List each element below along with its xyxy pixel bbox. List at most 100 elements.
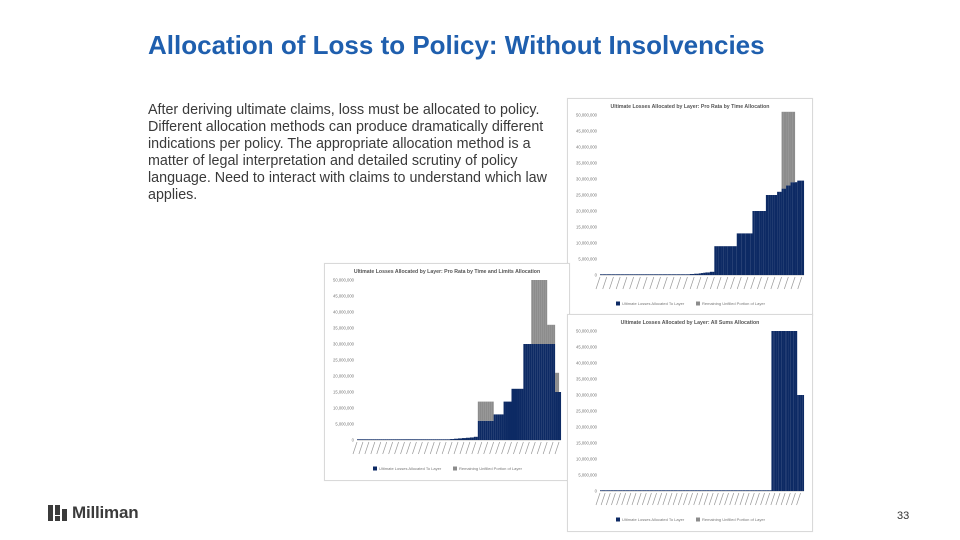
y-tick-label: 35,000,000 (576, 161, 598, 166)
bar-allocated (658, 490, 661, 491)
y-tick-label: 45,000,000 (576, 345, 598, 350)
bar-allocated (611, 274, 614, 275)
x-tick-label (736, 276, 742, 290)
y-tick-label: 15,000,000 (576, 441, 598, 446)
bar-allocated (744, 490, 746, 491)
bar-allocated (364, 439, 367, 440)
x-tick-label (703, 492, 709, 506)
slide-title: Allocation of Loss to Policy: Without In… (148, 30, 765, 60)
bar-allocated (631, 274, 634, 275)
x-tick-label (364, 441, 370, 455)
bar-remaining (543, 280, 546, 344)
x-tick-label (641, 492, 647, 506)
bar-allocated (604, 274, 607, 275)
bar-allocated (671, 274, 675, 275)
bar-allocated (410, 439, 413, 440)
bar-allocated (728, 490, 731, 491)
bar-allocated (622, 274, 625, 275)
bar-remaining (549, 324, 552, 344)
bar-allocated (658, 274, 661, 275)
bar-allocated (714, 246, 717, 275)
bar-remaining (786, 111, 789, 186)
bar-allocated (630, 490, 633, 491)
x-tick-label (358, 441, 364, 455)
bar-allocated (489, 420, 492, 440)
x-tick-label (642, 276, 648, 290)
bar-allocated (613, 490, 616, 491)
bar-allocated (543, 344, 546, 440)
bar-remaining (555, 372, 558, 392)
bar-allocated (513, 388, 516, 440)
bar-remaining (491, 401, 494, 421)
bar-allocated (459, 438, 463, 440)
x-tick-label (602, 276, 608, 290)
y-tick-label: 40,000,000 (576, 145, 598, 150)
bar-allocated (774, 331, 777, 491)
bar-allocated (779, 191, 782, 275)
bar-allocated (612, 490, 614, 491)
bar-allocated (764, 490, 767, 491)
bar-remaining (790, 111, 793, 183)
x-tick-label (730, 276, 735, 290)
y-tick-label: 30,000,000 (333, 342, 355, 347)
bar-allocated (547, 344, 550, 440)
x-tick-label (388, 441, 393, 455)
x-tick-label (382, 441, 388, 455)
bar-allocated (745, 233, 748, 275)
bar-allocated (684, 490, 686, 491)
bar-allocated (644, 274, 648, 275)
bar-allocated (605, 490, 607, 491)
bar-allocated (430, 439, 433, 440)
chart-title: Ultimate Losses Allocated by Layer: Pro … (611, 104, 770, 110)
x-tick-label (777, 276, 782, 290)
bar-allocated (759, 490, 762, 491)
bar-allocated (670, 490, 673, 491)
y-tick-label: 30,000,000 (576, 177, 598, 182)
x-tick-label (683, 276, 688, 290)
bar-remaining (489, 401, 492, 421)
x-tick-label (429, 441, 435, 455)
bar-allocated (368, 439, 371, 440)
bar-allocated (780, 331, 782, 491)
bar-allocated (793, 331, 796, 491)
bar-allocated (531, 344, 534, 440)
x-tick-label (626, 492, 632, 506)
bar-allocated (626, 274, 630, 275)
bar-allocated (400, 439, 403, 440)
x-tick-label (447, 441, 453, 455)
x-tick-label (796, 492, 801, 506)
bar-allocated (632, 490, 635, 491)
bar-allocated (651, 490, 654, 491)
bar-allocated (386, 439, 389, 440)
bar-allocated (637, 490, 640, 491)
y-tick-label: 0 (595, 489, 598, 494)
x-tick-label (406, 441, 411, 455)
legend-label-remaining: Remaining Unfilled Portion of Layer (702, 301, 766, 306)
bar-allocated (376, 439, 379, 440)
bar-allocated (420, 439, 423, 440)
x-tick-label (749, 492, 755, 506)
bar-allocated (517, 388, 520, 440)
bar-allocated (559, 392, 562, 440)
bar-allocated (497, 414, 500, 440)
bar-allocated (414, 439, 417, 440)
bar-allocated (680, 490, 683, 491)
x-tick-label (370, 441, 376, 455)
legend-swatch-remaining (453, 466, 457, 471)
bar-allocated (665, 274, 668, 275)
chart-pro-rata-time-limits: Ultimate Losses Allocated by Layer: Pro … (324, 263, 570, 481)
bar-allocated (634, 490, 637, 491)
bar-allocated (495, 414, 498, 440)
y-tick-label: 20,000,000 (576, 209, 598, 214)
y-tick-label: 45,000,000 (576, 129, 598, 134)
y-tick-label: 5,000,000 (578, 257, 597, 262)
x-tick-label (394, 441, 399, 455)
bar-allocated (761, 211, 764, 275)
logo-text: Milliman (72, 503, 139, 522)
bar-allocated (639, 490, 642, 491)
bar-allocated (661, 490, 664, 491)
bar-allocated (610, 490, 613, 491)
bar-allocated (636, 490, 638, 491)
bar-allocated (382, 439, 385, 440)
chart-all-sums: Ultimate Losses Allocated by Layer: All … (567, 314, 813, 532)
